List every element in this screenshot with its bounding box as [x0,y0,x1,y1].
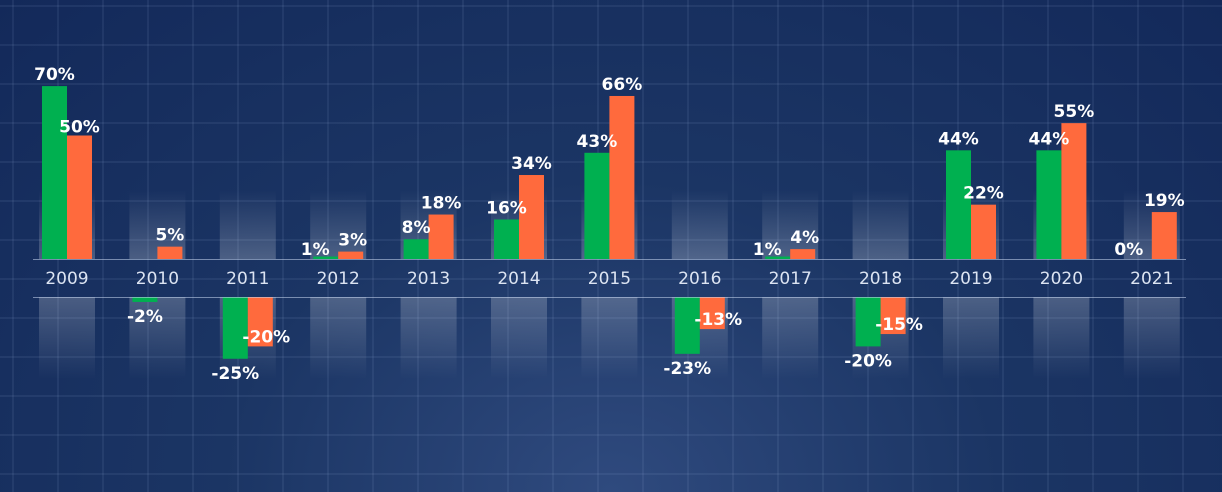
column-glow [1033,297,1090,379]
bar [584,152,610,259]
data-label: -13% [694,310,742,330]
bar [132,297,158,302]
data-label: 18% [421,194,462,214]
bar [855,297,881,347]
column-glow [129,297,186,379]
x-tick-label: 2016 [678,269,721,289]
data-label: 1% [753,240,782,260]
x-tick-label: 2009 [45,269,88,289]
bar [790,249,816,259]
bar [403,239,429,259]
bar [971,204,996,259]
bar [699,297,725,330]
column-glow [310,297,367,379]
column-glow [852,190,909,259]
x-tick-label: 2021 [1130,269,1173,289]
bar [494,219,519,259]
bar [313,256,339,259]
x-tick-label: 2017 [769,269,812,289]
x-tick-label: 2020 [1040,269,1083,289]
column-glow [581,297,638,379]
x-tick-label: 2010 [136,269,179,289]
bar [1061,123,1087,260]
data-label: 4% [790,228,819,248]
data-label: 8% [402,218,431,238]
data-label: 55% [1054,102,1095,122]
data-label: -23% [663,359,711,379]
column-glow [310,190,367,259]
data-label: -15% [875,315,923,335]
column-glow [671,190,728,259]
bar [247,297,273,347]
column-glow [762,190,819,259]
bar [428,214,454,259]
data-label: 44% [1029,129,1070,149]
bar [609,95,635,259]
data-label: 50% [59,118,100,138]
x-tick-label: 2015 [588,269,631,289]
bar [222,297,248,359]
data-label: 5% [155,226,184,246]
data-label: 70% [34,65,75,85]
data-label: 44% [938,129,979,149]
data-label: 16% [486,198,527,218]
x-tick-label: 2012 [317,269,360,289]
bar [519,175,544,259]
data-label: 0% [1114,240,1143,260]
bar [880,297,906,335]
data-label: -25% [211,364,259,384]
x-tick-label: 2013 [407,269,450,289]
bar [1036,150,1062,259]
bar [674,297,700,354]
bar [1151,212,1177,259]
bar [765,256,791,259]
column-glow [39,297,95,379]
column-glow [491,297,547,379]
data-label: 1% [301,240,330,260]
x-tick-label: 2018 [859,269,902,289]
data-label: -20% [844,351,892,371]
data-label: 43% [577,132,618,152]
x-tick-label: 2014 [497,269,540,289]
x-tick-label: 2011 [226,269,269,289]
bar [67,135,92,259]
column-glow [400,297,457,379]
data-label: -20% [242,327,290,347]
bar [157,246,183,259]
data-label: 3% [338,231,367,251]
data-label: 66% [602,75,643,95]
column-glow [1123,297,1180,379]
bar [42,86,67,259]
bar [338,251,364,259]
column-glow [762,297,819,379]
x-tick-label: 2019 [949,269,992,289]
data-label: 19% [1144,191,1185,211]
bar [946,150,971,259]
data-label: 34% [511,154,552,174]
column-glow [943,297,999,379]
data-label: -2% [127,307,163,327]
data-label: 22% [963,184,1004,204]
column-glow [219,190,276,259]
